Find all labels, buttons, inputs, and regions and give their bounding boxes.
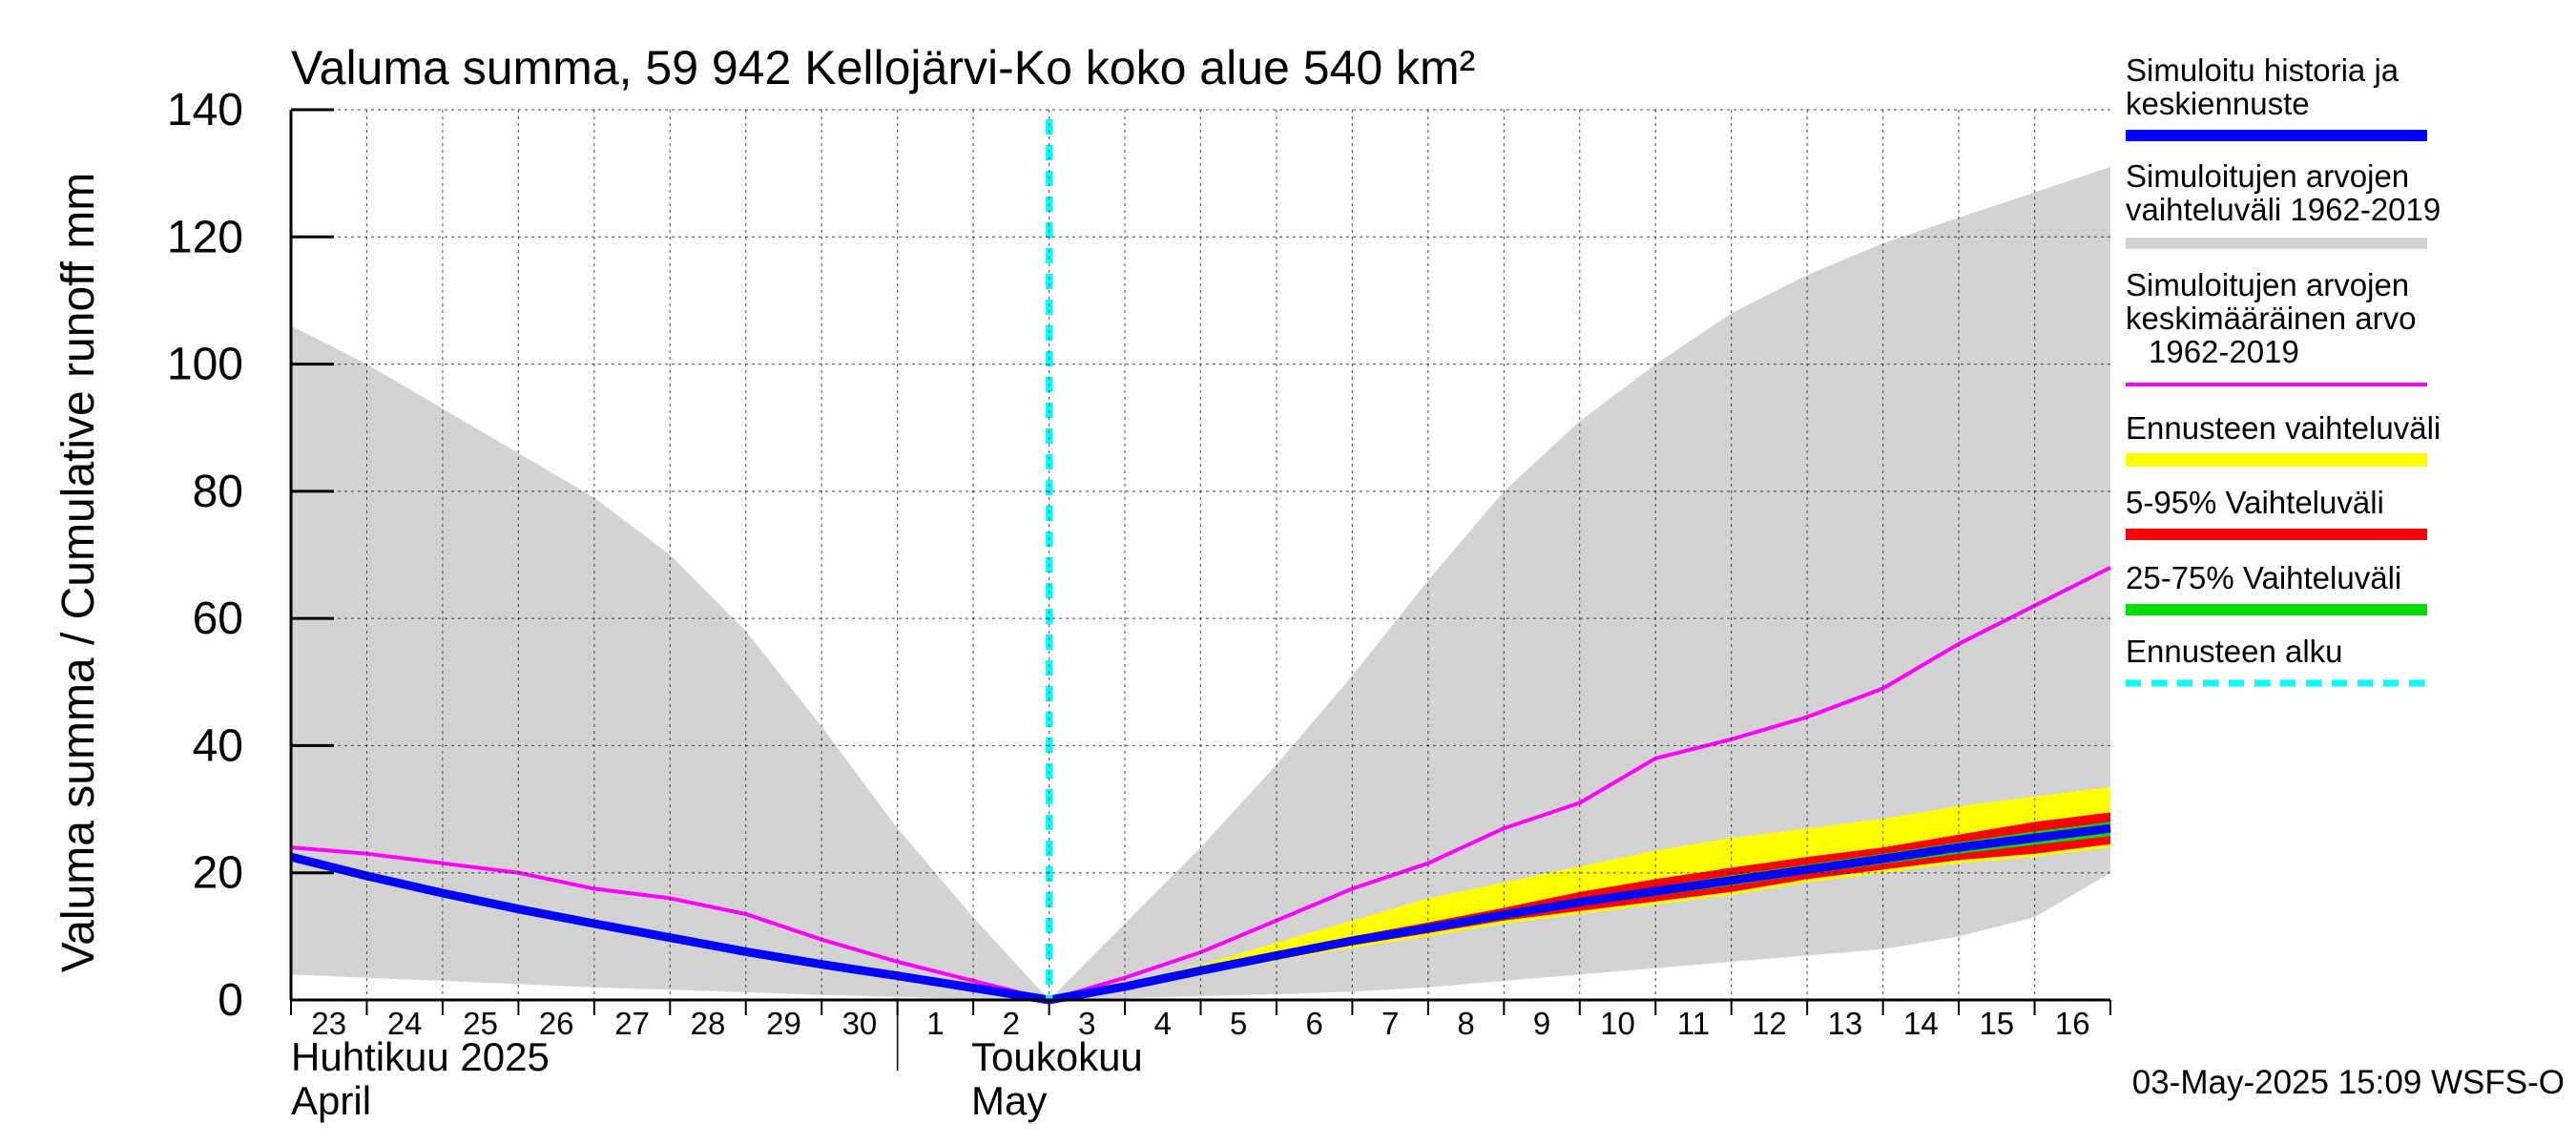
legend-label-5-95: 5-95% Vaihteluväli	[2126, 485, 2384, 520]
x-tick-label: 28	[691, 1006, 726, 1041]
legend-label-25-75: 25-75% Vaihteluväli	[2126, 560, 2401, 595]
x-tick-label: 2	[1003, 1006, 1020, 1041]
x-tick-label: 23	[311, 1006, 346, 1041]
y-axis-label: Valuma summa / Cumulative runoff mm	[53, 173, 104, 973]
y-tick-label: 20	[193, 848, 243, 899]
grid-lines	[291, 109, 2110, 1000]
x-tick-label: 7	[1381, 1006, 1399, 1041]
x-tick-label: 1	[926, 1006, 944, 1041]
x-tick-label: 30	[842, 1006, 878, 1041]
month-label-april-fi: Huhtikuu 2025	[291, 1034, 550, 1079]
x-tick-label: 29	[766, 1006, 801, 1041]
y-tick-label: 100	[167, 340, 243, 390]
x-tick-label: 13	[1828, 1006, 1863, 1041]
y-tick-label: 0	[218, 975, 243, 1026]
y-tick-label: 140	[167, 85, 243, 135]
x-tick-label: 25	[463, 1006, 498, 1041]
legend-label-range: Simuloitujen arvojen vaihteluväli 1962-2…	[2126, 158, 2441, 227]
x-tick-label: 26	[539, 1006, 574, 1041]
y-tick-labels: 0 20 40 60 80 100 120 140	[167, 85, 243, 1026]
x-tick-label: 9	[1533, 1006, 1550, 1041]
x-tick-label: 6	[1306, 1006, 1323, 1041]
footer-timestamp: 03-May-2025 15:09 WSFS-O	[2132, 1064, 2565, 1101]
y-tick-label: 60	[193, 593, 243, 644]
x-tick-label: 27	[614, 1006, 650, 1041]
x-tick-label: 4	[1154, 1006, 1172, 1041]
x-tick-label: 8	[1457, 1006, 1474, 1041]
month-label-may-fi: Toukokuu	[971, 1034, 1143, 1079]
month-label-may-en: May	[971, 1078, 1047, 1123]
legend-label-history: Simuloitu historia ja keskiennuste	[2126, 52, 2407, 121]
axes	[289, 108, 2111, 1071]
x-tick-labels: 23 24 25 26 27 28 29 30 1 2 3 4 5 6 7 8 9 10 11 12 13 14 15 16	[311, 1006, 2089, 1041]
x-tick-label: 3	[1078, 1006, 1095, 1041]
x-tick-label: 15	[1979, 1006, 2014, 1041]
x-tick-label: 16	[2055, 1006, 2090, 1041]
legend: Simuloitu historia ja keskiennuste Simul…	[2126, 52, 2441, 687]
chart-title: Valuma summa, 59 942 Kellojärvi-Ko koko …	[291, 41, 1475, 94]
y-tick-label: 80	[193, 467, 243, 517]
history-forecast-line	[289, 823, 2111, 1005]
x-tick-label: 14	[1903, 1006, 1939, 1041]
legend-label-mean: Simuloitujen arvojen keskimääräinen arvo…	[2126, 267, 2425, 369]
y-tick-label: 40	[193, 720, 243, 771]
x-tick-label: 10	[1600, 1006, 1635, 1041]
x-tick-label: 11	[1677, 1006, 1710, 1041]
x-tick-label: 12	[1752, 1006, 1787, 1041]
y-tick-label: 120	[167, 212, 243, 262]
legend-label-forecast-start: Ennusteen alku	[2126, 634, 2343, 669]
month-label-april-en: April	[291, 1078, 371, 1123]
legend-label-forecast-range: Ennusteen vaihteluväli	[2126, 410, 2441, 446]
x-tick-label: 5	[1230, 1006, 1247, 1041]
x-tick-label: 24	[387, 1006, 423, 1041]
